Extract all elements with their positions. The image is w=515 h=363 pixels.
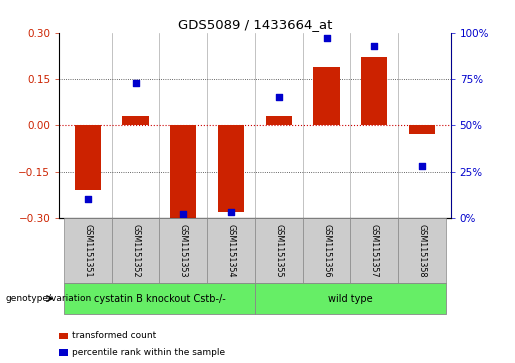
Point <box>322 35 331 41</box>
Bar <box>64 283 255 314</box>
Text: GSM1151356: GSM1151356 <box>322 224 331 277</box>
Bar <box>361 57 387 125</box>
Text: GSM1151352: GSM1151352 <box>131 224 140 277</box>
Bar <box>123 116 149 125</box>
Point <box>274 95 283 101</box>
Bar <box>314 67 340 125</box>
Title: GDS5089 / 1433664_at: GDS5089 / 1433664_at <box>178 19 332 32</box>
Bar <box>409 125 435 134</box>
Text: GSM1151357: GSM1151357 <box>370 224 379 277</box>
Bar <box>170 125 196 218</box>
Text: GSM1151358: GSM1151358 <box>418 224 426 277</box>
Bar <box>266 116 292 125</box>
Bar <box>398 218 446 283</box>
Text: percentile rank within the sample: percentile rank within the sample <box>72 348 225 356</box>
Text: GSM1151354: GSM1151354 <box>227 224 235 277</box>
Text: GSM1151353: GSM1151353 <box>179 224 188 277</box>
Bar <box>112 218 160 283</box>
Bar <box>218 125 244 212</box>
Bar <box>64 218 112 283</box>
Text: GSM1151355: GSM1151355 <box>274 224 283 277</box>
Bar <box>207 218 255 283</box>
Bar <box>303 218 350 283</box>
Point <box>418 163 426 169</box>
Point <box>227 209 235 215</box>
Bar <box>255 218 303 283</box>
Bar <box>160 218 207 283</box>
Text: wild type: wild type <box>328 294 373 303</box>
Text: GSM1151351: GSM1151351 <box>83 224 92 277</box>
Text: transformed count: transformed count <box>72 331 157 340</box>
Point <box>179 211 187 217</box>
Bar <box>255 283 446 314</box>
Bar <box>350 218 398 283</box>
Text: cystatin B knockout Cstb-/-: cystatin B knockout Cstb-/- <box>94 294 226 303</box>
Point <box>370 43 379 49</box>
Point <box>131 80 140 86</box>
Text: genotype/variation: genotype/variation <box>5 294 91 303</box>
Point <box>84 196 92 202</box>
Bar <box>75 125 101 190</box>
